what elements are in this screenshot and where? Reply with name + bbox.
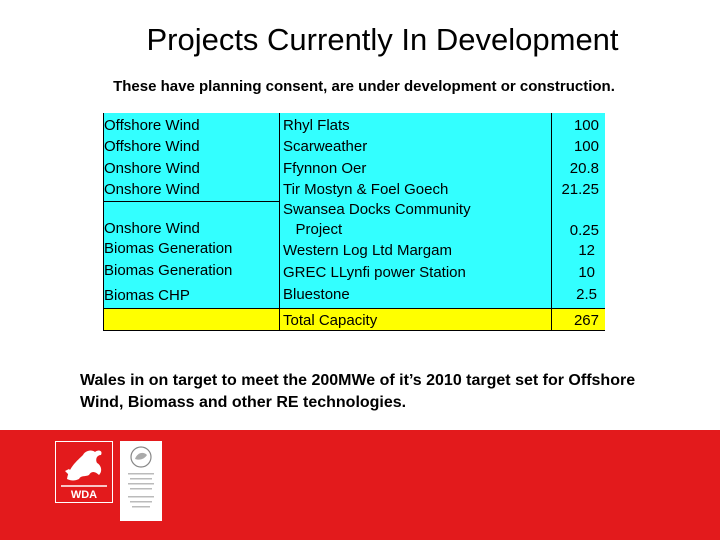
- table-cell-type: Onshore Wind: [104, 160, 200, 177]
- table-cell-project: Scarweather: [283, 138, 368, 155]
- column-divider-2: [551, 113, 552, 331]
- wda-dragon-logo: WDA: [55, 441, 113, 503]
- table-cell-project: Bluestone: [283, 286, 350, 303]
- table-border-left: [103, 113, 104, 308]
- table-cell-type: Onshore Wind: [104, 220, 200, 237]
- table-cell-type: Offshore Wind: [104, 117, 200, 134]
- table-cell-mw: 100: [573, 138, 599, 155]
- table-cell-project: Ffynnon Oer: [283, 160, 367, 177]
- table-cell-project: GREC LLynfi power Station: [283, 264, 466, 281]
- page-subtitle: These have planning consent, are under d…: [113, 78, 615, 95]
- total-row-border-left: [103, 308, 104, 331]
- row-divider: [103, 201, 279, 202]
- total-row-divider: [103, 308, 605, 309]
- table-cell-project: Rhyl Flats: [283, 117, 350, 134]
- total-capacity-value: 267: [573, 312, 599, 329]
- column-divider-1: [279, 113, 280, 331]
- table-cell-mw: 12: [578, 242, 595, 259]
- projects-table: Offshore Wind Offshore Wind Onshore Wind…: [103, 113, 605, 331]
- table-cell-type: Biomas CHP: [104, 287, 190, 304]
- table-cell-type: Biomas Generation: [104, 262, 233, 279]
- table-cell-mw: 0.25: [569, 222, 599, 239]
- table-cell-mw: 10: [578, 264, 595, 281]
- government-seal-logo: [120, 441, 162, 521]
- table-border-bottom: [103, 330, 605, 331]
- table-cell-project: Tir Mostyn & Foel Goech: [283, 181, 449, 198]
- table-cell-mw: 21.25: [561, 181, 599, 198]
- table-cell-type: Offshore Wind: [104, 138, 200, 155]
- total-capacity-label: Total Capacity: [283, 312, 378, 329]
- table-cell-type: Onshore Wind: [104, 181, 200, 198]
- table-cell-type: Biomas Generation: [104, 240, 233, 257]
- wda-logo-text: WDA: [71, 489, 97, 501]
- table-cell-mw: 100: [573, 117, 599, 134]
- total-row-background: [103, 308, 605, 331]
- summary-note: Wales in on target to meet the 200MWe of…: [80, 372, 636, 411]
- table-cell-mw: 2.5: [576, 286, 597, 303]
- table-cell-mw: 20.8: [569, 160, 599, 177]
- table-cell-project: Western Log Ltd Margam: [283, 242, 452, 259]
- table-cell-project: Swansea Docks Community Project: [283, 201, 471, 238]
- page-title: Projects Currently In Development: [146, 22, 619, 57]
